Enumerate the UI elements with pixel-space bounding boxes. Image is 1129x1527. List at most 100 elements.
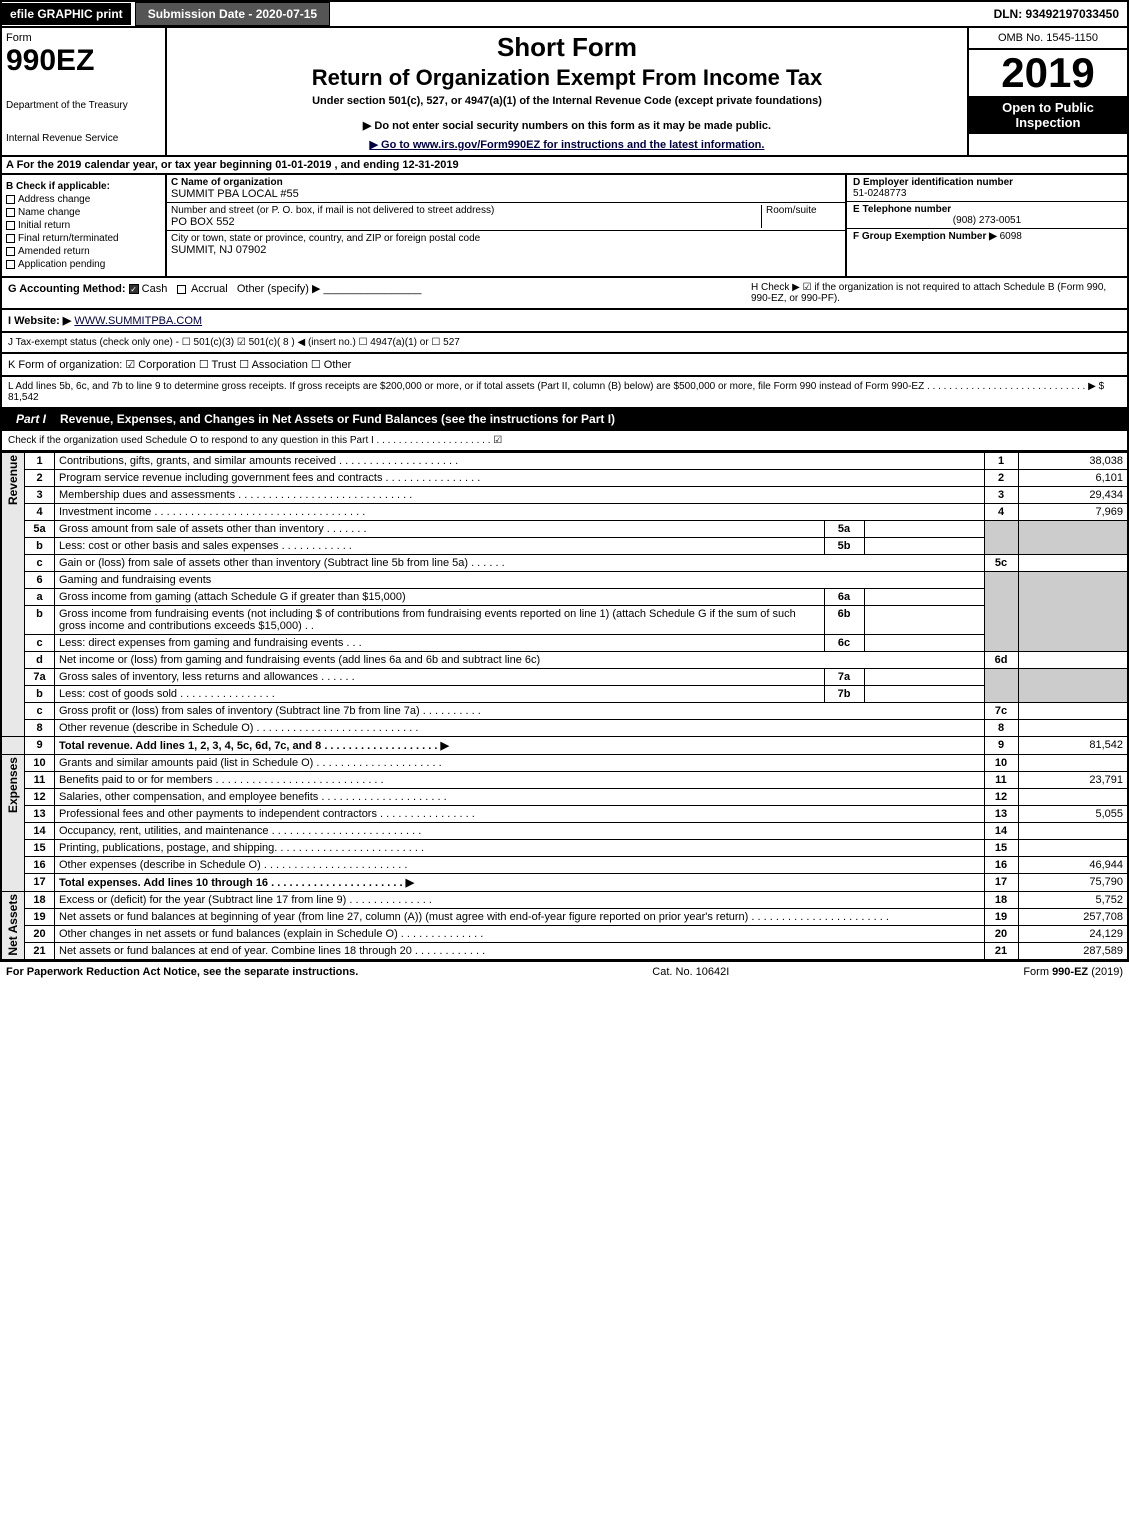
header-right: OMB No. 1545-1150 2019 Open to Public In… (967, 28, 1127, 155)
line-desc: Less: cost of goods sold . . . . . . . .… (55, 686, 825, 703)
efile-label[interactable]: efile GRAPHIC print (2, 3, 131, 25)
line-desc: Less: direct expenses from gaming and fu… (55, 635, 825, 652)
line-val (1018, 555, 1128, 572)
line-ref: 4 (984, 504, 1018, 521)
line-ref: 11 (984, 772, 1018, 789)
sub-val (864, 669, 984, 686)
line-ref: 19 (984, 909, 1018, 926)
line-desc: Occupancy, rent, utilities, and maintena… (55, 823, 985, 840)
org-block: C Name of organization SUMMIT PBA LOCAL … (167, 175, 847, 276)
line-num: b (25, 538, 55, 555)
line-num: 17 (25, 874, 55, 892)
sub-ref: 6b (824, 606, 864, 635)
sidetab-blank (1, 737, 25, 755)
line-val: 29,434 (1018, 487, 1128, 504)
cb-label: Name change (18, 207, 80, 218)
line-ref: 15 (984, 840, 1018, 857)
checkbox-icon (6, 221, 15, 230)
form-header: Form 990EZ Department of the Treasury In… (0, 28, 1129, 157)
cb-address-change[interactable]: Address change (6, 194, 161, 205)
line-desc: Contributions, gifts, grants, and simila… (55, 453, 985, 470)
dept-treasury: Department of the Treasury (6, 100, 161, 111)
grey-cell (1018, 521, 1128, 555)
grey-cell (984, 669, 1018, 703)
line-desc: Investment income . . . . . . . . . . . … (55, 504, 985, 521)
open-to-public: Open to Public Inspection (969, 96, 1127, 134)
sidetab-expenses-text: Expenses (6, 757, 20, 813)
i-website-row: I Website: ▶ WWW.SUMMITPBA.COM (0, 310, 1129, 333)
k-form-org: K Form of organization: ☑ Corporation ☐ … (0, 354, 1129, 377)
checkbox-icon (6, 195, 15, 204)
line-desc: Net assets or fund balances at end of ye… (55, 943, 985, 961)
section-cd: C Name of organization SUMMIT PBA LOCAL … (167, 175, 1127, 276)
line-val: 287,589 (1018, 943, 1128, 961)
line-val (1018, 703, 1128, 720)
line-num: 4 (25, 504, 55, 521)
line-desc: Net assets or fund balances at beginning… (55, 909, 985, 926)
line-ref: 1 (984, 453, 1018, 470)
section-b: B Check if applicable: Address change Na… (2, 175, 167, 276)
sub-val (864, 521, 984, 538)
footer-right: Form 990-EZ (2019) (1023, 966, 1123, 978)
goto-link[interactable]: ▶ Go to www.irs.gov/Form990EZ for instru… (175, 138, 959, 151)
line-num: 16 (25, 857, 55, 874)
cb-amended-return[interactable]: Amended return (6, 246, 161, 257)
line-num: c (25, 635, 55, 652)
org-city: SUMMIT, NJ 07902 (171, 244, 266, 256)
line-num: 2 (25, 470, 55, 487)
sub-ref: 6c (824, 635, 864, 652)
cb-label: Final return/terminated (18, 233, 119, 244)
tax-year: 2019 (969, 50, 1127, 96)
website-link[interactable]: WWW.SUMMITPBA.COM (74, 315, 202, 327)
line-num: 19 (25, 909, 55, 926)
line-ref: 14 (984, 823, 1018, 840)
checkbox-icon (6, 208, 15, 217)
part1-check-o: Check if the organization used Schedule … (0, 431, 1129, 452)
return-title: Return of Organization Exempt From Incom… (175, 65, 959, 91)
row-c: C Name of organization SUMMIT PBA LOCAL … (167, 175, 1127, 276)
line-val: 23,791 (1018, 772, 1128, 789)
line-num: c (25, 555, 55, 572)
cb-initial-return[interactable]: Initial return (6, 220, 161, 231)
part-1-label: Part I (10, 412, 52, 426)
sidetab-netassets: Net Assets (1, 892, 25, 961)
sub-ref: 5a (824, 521, 864, 538)
line-desc: Less: cost or other basis and sales expe… (55, 538, 825, 555)
cb-final-return[interactable]: Final return/terminated (6, 233, 161, 244)
line-num: 10 (25, 755, 55, 772)
sub-val (864, 589, 984, 606)
line-num: 21 (25, 943, 55, 961)
irs-link[interactable]: ▶ Go to www.irs.gov/Form990EZ for instru… (370, 139, 765, 151)
sub-ref: 5b (824, 538, 864, 555)
cb-label: Initial return (18, 220, 70, 231)
org-street: PO BOX 552 (171, 216, 235, 228)
e-value: (908) 273-0051 (853, 215, 1121, 226)
cb-name-change[interactable]: Name change (6, 207, 161, 218)
e-label: E Telephone number (853, 204, 1121, 215)
line-ref: 7c (984, 703, 1018, 720)
room-suite: Room/suite (761, 205, 841, 228)
line-num: 9 (25, 737, 55, 755)
d-value: 51-0248773 (853, 188, 1121, 199)
sub-ref: 7b (824, 686, 864, 703)
part1-table: Revenue 1 Contributions, gifts, grants, … (0, 452, 1129, 961)
page-footer: For Paperwork Reduction Act Notice, see … (0, 961, 1129, 982)
footer-center: Cat. No. 10642I (652, 966, 729, 978)
line-num: 15 (25, 840, 55, 857)
line-num: 11 (25, 772, 55, 789)
line-num: c (25, 703, 55, 720)
sidetab-revenue: Revenue (1, 453, 25, 737)
line-val: 24,129 (1018, 926, 1128, 943)
line-desc: Other changes in net assets or fund bala… (55, 926, 985, 943)
line-desc: Membership dues and assessments . . . . … (55, 487, 985, 504)
line-num: b (25, 686, 55, 703)
line-desc: Total revenue. Add lines 1, 2, 3, 4, 5c,… (55, 737, 985, 755)
line-desc: Other expenses (describe in Schedule O) … (55, 857, 985, 874)
line-ref: 5c (984, 555, 1018, 572)
line-num: 18 (25, 892, 55, 909)
line-val (1018, 823, 1128, 840)
sub-val (864, 635, 984, 652)
g-accounting: G Accounting Method: ✓ Cash Accrual Othe… (8, 282, 421, 304)
cb-app-pending[interactable]: Application pending (6, 259, 161, 270)
line-desc: Gross amount from sale of assets other t… (55, 521, 825, 538)
